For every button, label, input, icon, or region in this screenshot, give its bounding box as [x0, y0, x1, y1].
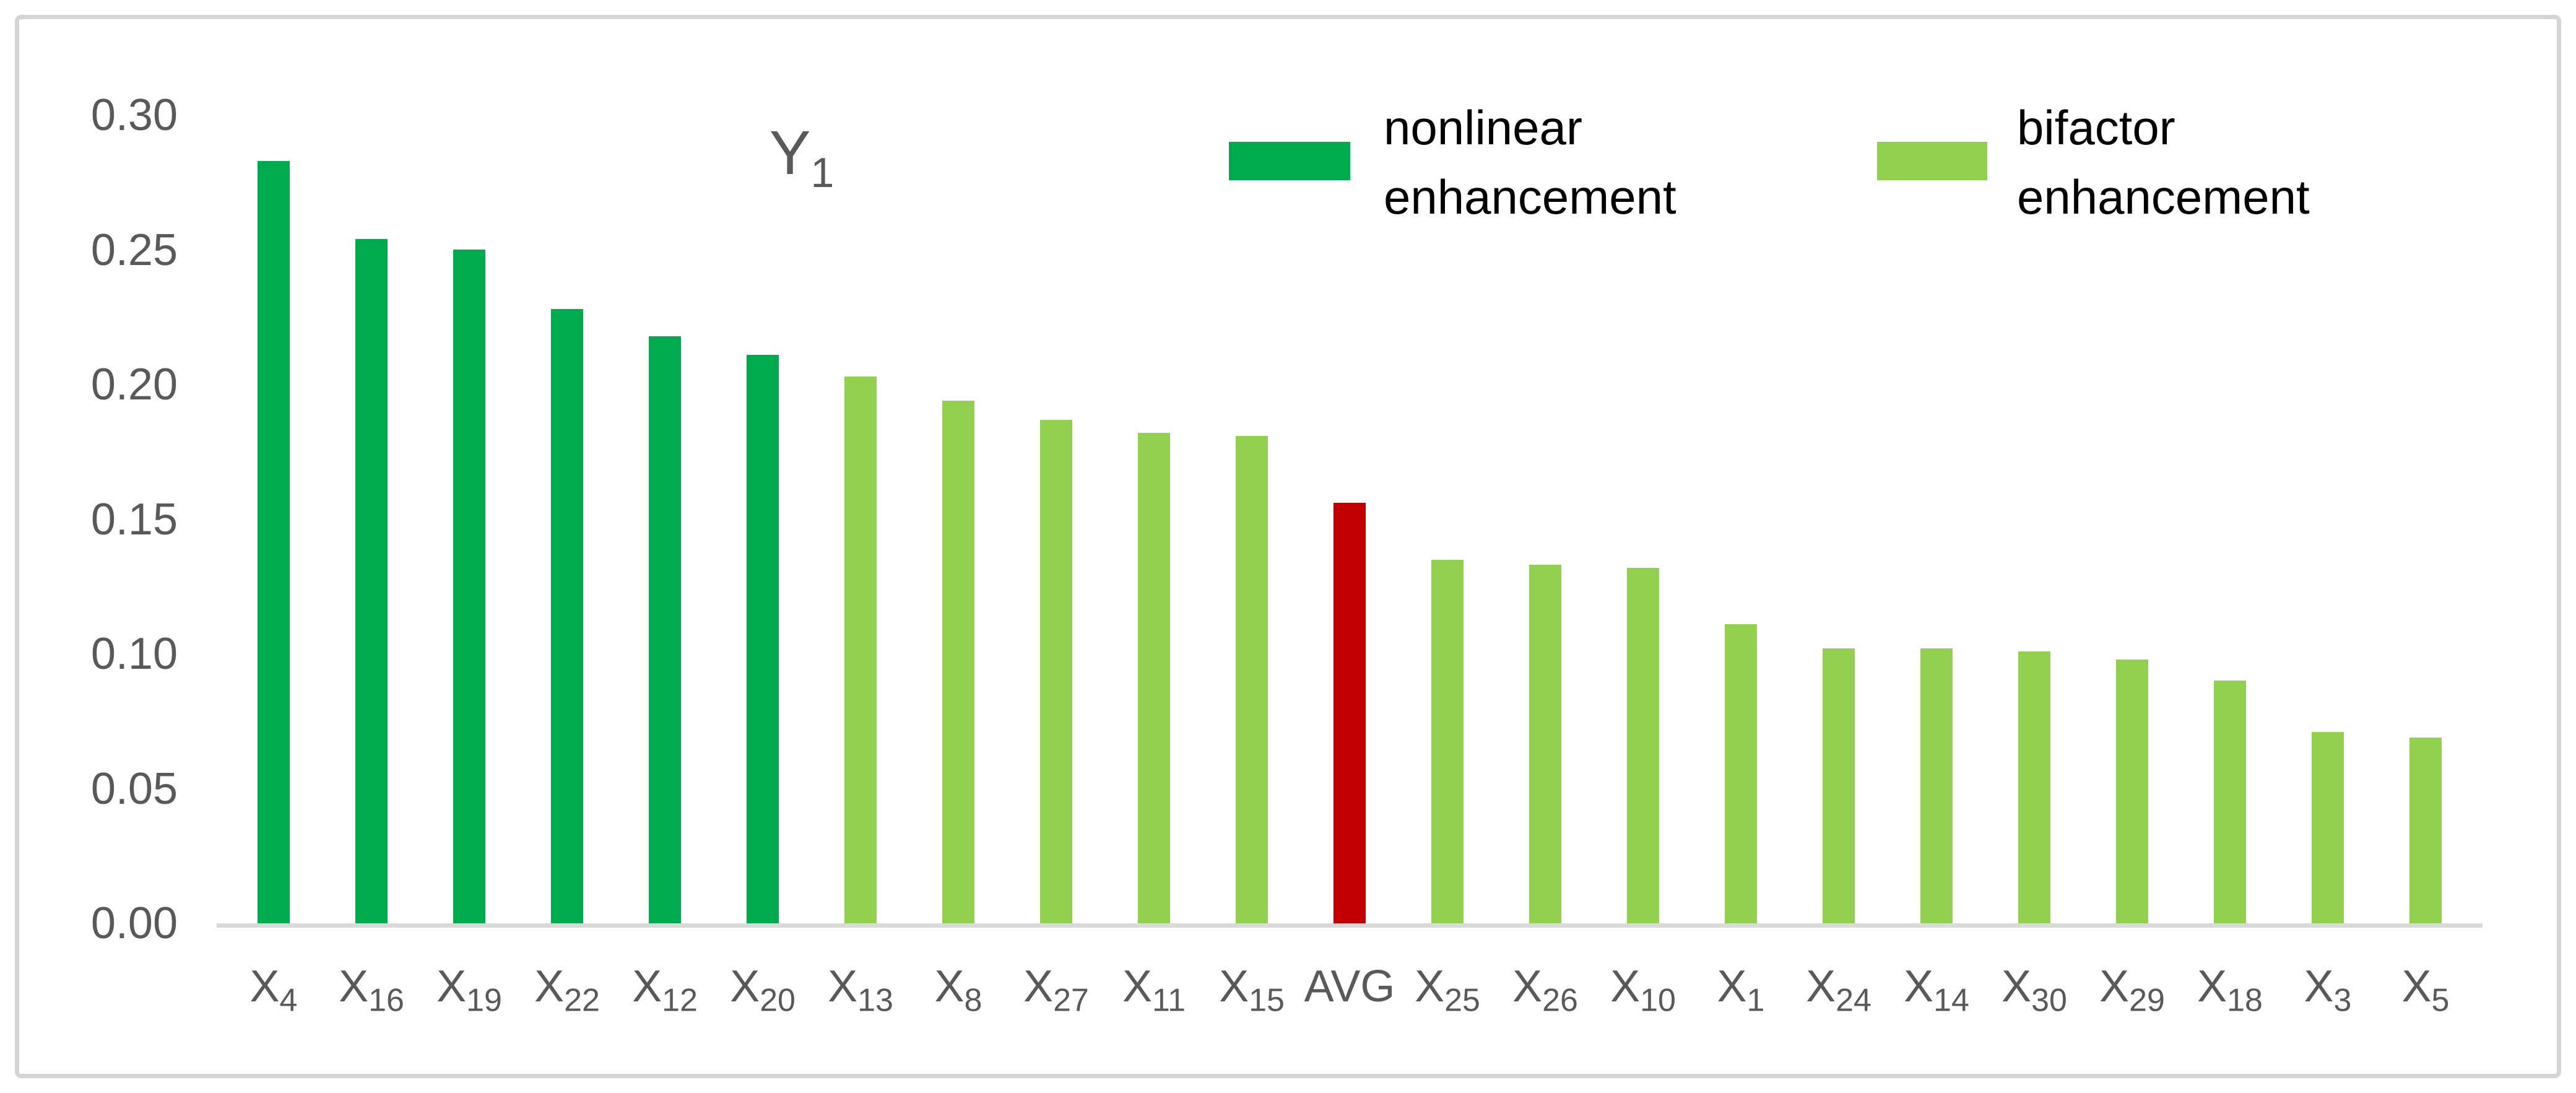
x-label-X25: X25 — [1415, 962, 1480, 1019]
x-label-X14: X14 — [1904, 962, 1969, 1019]
y-axis-tick-label: 0.00 — [90, 899, 178, 948]
x-label-X13: X13 — [828, 962, 893, 1019]
y-axis-tick-label: 0.10 — [90, 629, 178, 679]
bar-X24 — [1823, 648, 1855, 923]
x-label-X24: X24 — [1806, 962, 1871, 1019]
bar-X27 — [1040, 420, 1072, 923]
y-axis-tick-label: 0.25 — [90, 225, 178, 275]
bar-X13 — [844, 377, 877, 923]
legend-label-nonlinear-line1: nonlinear — [1384, 100, 1582, 155]
x-label-AVG: AVG — [1304, 962, 1395, 1011]
legend-label-nonlinear: nonlinear enhancement — [1384, 93, 1676, 232]
bar-X20 — [747, 355, 779, 923]
bar-X12 — [649, 336, 681, 923]
y-axis-tick-label: 0.30 — [90, 90, 178, 140]
bar-X10 — [1627, 568, 1659, 923]
bar-X15 — [1236, 436, 1268, 923]
x-label-X19: X19 — [436, 962, 502, 1019]
bar-X8 — [942, 401, 974, 923]
x-label-X26: X26 — [1512, 962, 1578, 1019]
x-label-X8: X8 — [934, 962, 982, 1019]
bar-X22 — [551, 309, 583, 923]
chart-title-base: Y — [769, 118, 811, 188]
chart-title: Y1 — [647, 118, 956, 197]
x-label-X12: X12 — [632, 962, 698, 1019]
bar-X14 — [1920, 648, 1953, 923]
bar-X4 — [258, 161, 290, 923]
y-axis-tick-label: 0.15 — [90, 494, 178, 544]
bar-X30 — [2018, 651, 2050, 923]
bar-X26 — [1529, 565, 1561, 923]
bar-X1 — [1725, 624, 1757, 923]
legend-label-bifactor-line2: enhancement — [2017, 170, 2310, 224]
x-label-X30: X30 — [2001, 962, 2067, 1019]
bar-X19 — [453, 250, 485, 923]
bar-X25 — [1431, 560, 1464, 923]
y-axis-tick-label: 0.05 — [90, 764, 178, 814]
bar-X29 — [2116, 660, 2148, 923]
x-label-X29: X29 — [2099, 962, 2165, 1019]
x-label-X11: X11 — [1122, 962, 1186, 1019]
bar-X16 — [355, 239, 388, 923]
bar-X18 — [2214, 681, 2246, 923]
x-label-X18: X18 — [2197, 962, 2263, 1019]
x-label-X15: X15 — [1219, 962, 1285, 1019]
x-axis-line — [217, 923, 2483, 928]
x-label-X3: X3 — [2304, 962, 2352, 1019]
x-label-X27: X27 — [1023, 962, 1089, 1019]
x-label-X16: X16 — [339, 962, 404, 1019]
bar-X11 — [1138, 433, 1170, 923]
bar-X5 — [2409, 738, 2442, 923]
x-label-X10: X10 — [1610, 962, 1676, 1019]
bar-X3 — [2312, 732, 2344, 923]
x-label-X20: X20 — [730, 962, 796, 1019]
legend-label-nonlinear-line2: enhancement — [1384, 170, 1676, 224]
bar-AVG — [1334, 503, 1366, 923]
legend-label-bifactor: bifactor enhancement — [2017, 93, 2310, 232]
y-axis-tick-label: 0.20 — [90, 360, 178, 409]
x-label-X5: X5 — [2401, 962, 2450, 1019]
legend-swatch-bifactor — [1877, 142, 1987, 180]
x-label-X4: X4 — [249, 962, 298, 1019]
x-label-X1: X1 — [1717, 962, 1765, 1019]
x-label-X22: X22 — [534, 962, 600, 1019]
chart-title-subscript: 1 — [810, 149, 835, 196]
legend-label-bifactor-line1: bifactor — [2017, 100, 2175, 155]
legend-swatch-nonlinear — [1229, 142, 1350, 180]
